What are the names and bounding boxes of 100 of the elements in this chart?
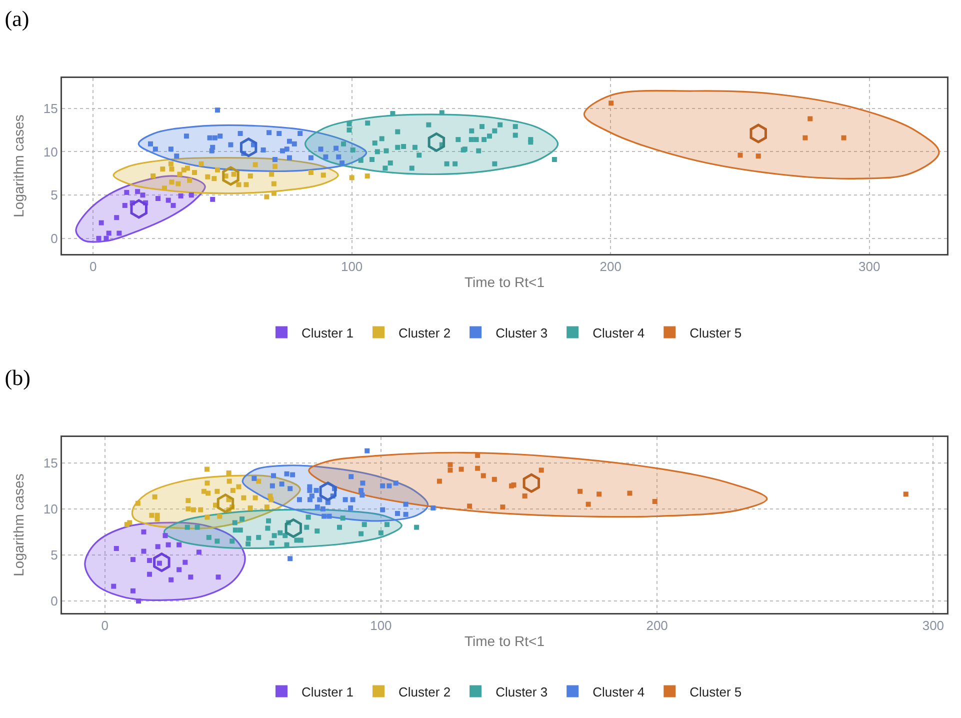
point <box>522 493 528 498</box>
point <box>188 192 194 198</box>
point <box>522 473 540 493</box>
point <box>750 124 767 144</box>
point <box>130 557 136 562</box>
point <box>154 516 160 522</box>
point <box>337 524 342 530</box>
x-tick-label: 100 <box>370 618 392 634</box>
y-tick-label: 10 <box>43 501 58 516</box>
point <box>264 194 270 200</box>
point <box>272 533 277 538</box>
point <box>184 524 190 530</box>
point <box>430 505 436 510</box>
y-tick-label: 15 <box>43 455 58 470</box>
point <box>246 536 252 541</box>
point <box>286 155 292 160</box>
point <box>412 144 418 150</box>
point <box>384 148 389 154</box>
point <box>272 157 278 162</box>
point <box>334 146 339 151</box>
point <box>380 507 386 512</box>
legend-label: Cluster 5 <box>690 325 742 340</box>
point <box>148 141 153 146</box>
point <box>127 520 132 526</box>
point <box>244 182 249 188</box>
point <box>122 202 128 208</box>
point <box>206 534 212 540</box>
point <box>322 514 327 519</box>
point <box>222 166 240 186</box>
point <box>252 162 258 168</box>
point <box>358 488 364 493</box>
point <box>292 141 297 146</box>
point <box>216 494 234 514</box>
point <box>272 164 278 169</box>
point <box>350 147 356 152</box>
point <box>174 154 180 159</box>
point <box>388 160 393 166</box>
point <box>436 478 442 484</box>
point <box>403 512 408 517</box>
x-tick-label: 300 <box>922 618 944 634</box>
point <box>500 504 506 510</box>
point <box>350 497 356 502</box>
point <box>475 466 480 471</box>
point <box>652 499 658 504</box>
point <box>486 134 492 139</box>
point <box>401 144 406 149</box>
point <box>206 490 211 496</box>
point <box>217 514 222 519</box>
point <box>152 146 158 152</box>
point <box>176 181 181 186</box>
point <box>342 497 348 502</box>
point <box>236 484 242 490</box>
point <box>256 478 262 484</box>
point <box>266 518 272 524</box>
point <box>135 500 140 506</box>
point <box>339 160 344 166</box>
legend-label: Cluster 2 <box>398 684 451 700</box>
point <box>169 166 174 172</box>
point <box>252 476 257 481</box>
chart-title: (b) <box>4 365 30 390</box>
point <box>271 473 276 478</box>
point <box>474 137 479 142</box>
point <box>512 132 518 138</box>
point <box>903 492 908 497</box>
point <box>448 468 453 473</box>
point <box>182 560 188 565</box>
legend-label: Cluster 4 <box>592 684 645 700</box>
point <box>236 182 242 188</box>
point <box>386 483 392 488</box>
point <box>106 230 112 236</box>
point <box>314 528 320 534</box>
point <box>476 148 482 154</box>
x-tick-label: 300 <box>858 259 880 274</box>
point <box>214 538 220 544</box>
point <box>349 175 354 180</box>
point <box>252 495 258 500</box>
point <box>360 492 365 498</box>
point <box>314 504 320 510</box>
point <box>317 497 322 502</box>
point <box>185 166 190 171</box>
y-axis-title: Logarithm cases <box>10 114 26 218</box>
point <box>458 466 464 472</box>
point <box>141 529 146 534</box>
point <box>318 146 324 152</box>
point <box>320 172 326 178</box>
point <box>204 514 210 520</box>
point <box>240 516 245 522</box>
point <box>479 124 484 130</box>
point <box>288 486 293 492</box>
point <box>384 522 390 528</box>
x-axis-title: Time to Rt<1 <box>464 633 545 650</box>
point <box>428 132 446 152</box>
point <box>512 124 518 130</box>
point <box>284 146 290 152</box>
point <box>149 512 154 518</box>
point <box>226 478 232 484</box>
legend-label: Cluster 2 <box>398 325 451 340</box>
point <box>365 120 370 126</box>
point <box>114 215 120 220</box>
legend-label: Cluster 3 <box>496 325 548 340</box>
